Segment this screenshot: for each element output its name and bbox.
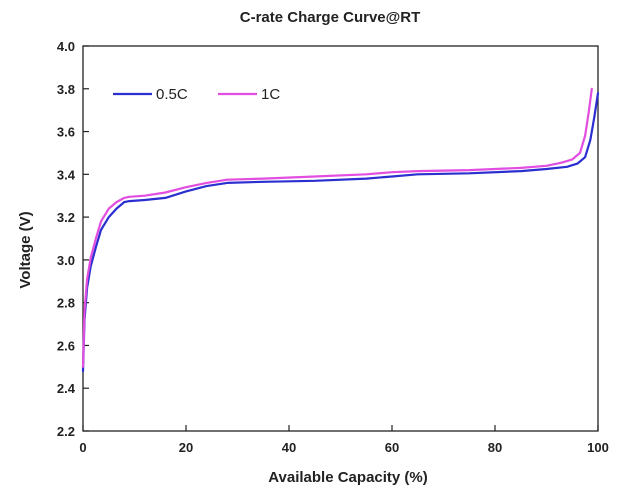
y-tick-label: 2.2 bbox=[57, 424, 75, 439]
y-tick-label: 3.2 bbox=[57, 210, 75, 225]
x-axis-label: Available Capacity (%) bbox=[268, 469, 428, 486]
series-line-1c bbox=[81, 87, 593, 368]
y-tick-label: 3.4 bbox=[57, 167, 76, 182]
series-line-0-5c bbox=[81, 92, 600, 373]
axis-ticks: 0 20 40 60 80 100 2.2 2.4 2.6 2.8 3.0 3.2 3.4 3.6 3.8 4… bbox=[57, 39, 609, 455]
y-tick-label: 2.8 bbox=[57, 296, 75, 311]
x-tick-label: 60 bbox=[385, 440, 399, 455]
legend: 0.5C 1C bbox=[113, 86, 280, 103]
y-tick-label: 3.6 bbox=[57, 125, 75, 140]
x-tick-label: 0 bbox=[79, 440, 86, 455]
x-tick-label: 80 bbox=[488, 440, 502, 455]
series-lines bbox=[81, 87, 600, 373]
y-tick-label: 4.0 bbox=[57, 39, 75, 54]
y-axis-label: Voltage (V) bbox=[17, 211, 34, 288]
y-tick-label: 3.0 bbox=[57, 253, 75, 268]
x-tick-label: 40 bbox=[282, 440, 296, 455]
x-tick-label: 100 bbox=[587, 440, 609, 455]
legend-label-1c: 1C bbox=[261, 86, 280, 103]
chart-title: C-rate Charge Curve@RT bbox=[240, 9, 421, 26]
y-tick-label: 2.6 bbox=[57, 338, 75, 353]
x-tick-label: 20 bbox=[179, 440, 193, 455]
legend-label-0-5c: 0.5C bbox=[156, 86, 188, 103]
y-tick-label: 3.8 bbox=[57, 82, 75, 97]
plot-area bbox=[82, 45, 599, 432]
y-tick-label: 2.4 bbox=[57, 381, 76, 396]
